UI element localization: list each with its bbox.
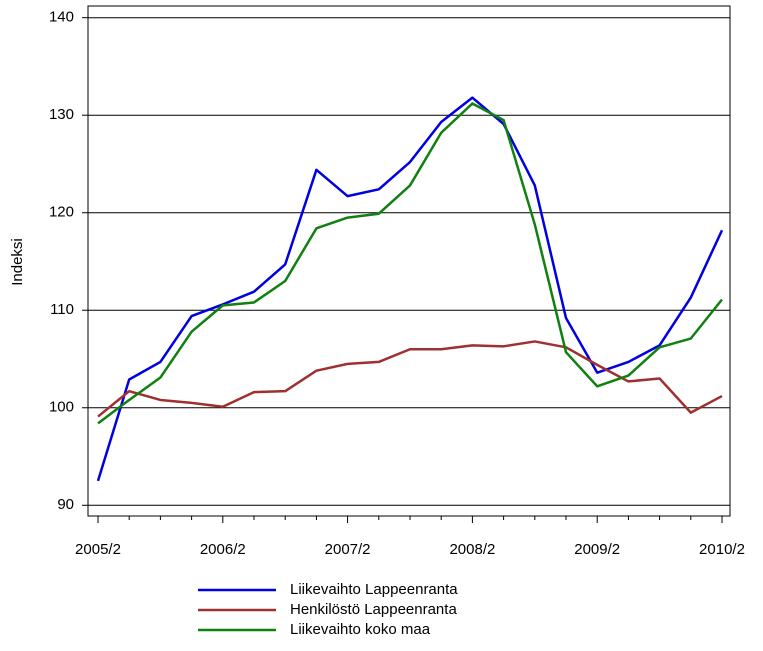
x-tick-label: 2010/2 <box>699 541 745 558</box>
y-tick-label: 140 <box>49 9 74 26</box>
y-tick-label: 100 <box>49 399 74 416</box>
y-tick-label: 120 <box>49 204 74 221</box>
x-tick-label: 2005/2 <box>75 541 121 558</box>
x-tick-label: 2006/2 <box>200 541 246 558</box>
series-line <box>97 102 723 425</box>
x-tick-label: 2008/2 <box>449 541 495 558</box>
y-tick-label: 90 <box>57 496 74 513</box>
legend-label: Liikevaihto koko maa <box>290 621 431 638</box>
x-tick-label: 2007/2 <box>325 541 371 558</box>
y-tick-label: 130 <box>49 106 74 123</box>
y-tick-label: 110 <box>50 301 74 318</box>
y-axis-label: Indeksi <box>9 238 26 286</box>
legend-label: Liikevaihto Lappeenranta <box>290 581 458 598</box>
series-line <box>96 96 724 482</box>
series-line <box>97 340 723 418</box>
x-tick-label: 2009/2 <box>574 541 620 558</box>
legend-label: Henkilöstö Lappeenranta <box>290 601 457 618</box>
plot-frame <box>87 5 731 517</box>
